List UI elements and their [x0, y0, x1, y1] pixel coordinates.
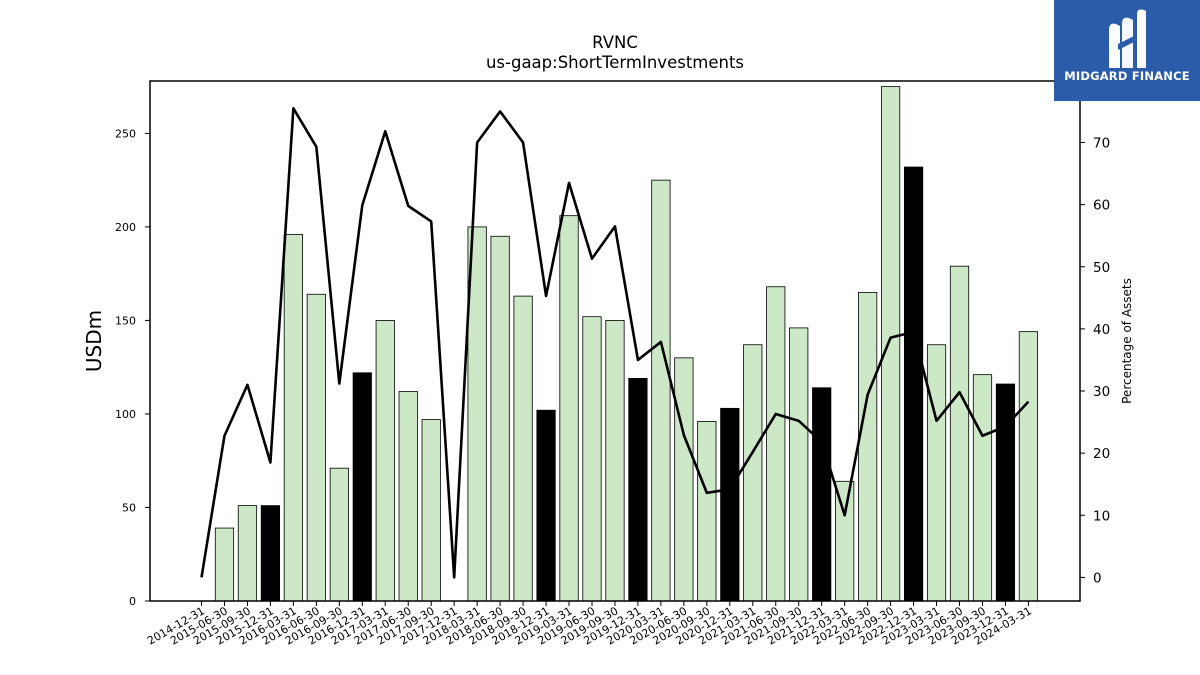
bar-2023-06-30 [949, 265, 970, 602]
y2-tick-label: 60 [1093, 198, 1110, 214]
y-axis-label: USDm [82, 310, 106, 372]
y2-tick-label: 10 [1093, 508, 1110, 524]
y-tick-label: 250 [115, 127, 136, 140]
bar-2021-12-31 [812, 387, 832, 602]
bar-2021-03-31 [743, 344, 763, 602]
y2-tick-label: 40 [1093, 322, 1110, 338]
bar-2019-12-31 [628, 378, 648, 602]
chart-subtitle: us-gaap:ShortTermInvestments [486, 53, 744, 72]
y2-tick-label: 50 [1093, 260, 1110, 276]
bar-2024-03-31 [1018, 331, 1039, 602]
bar-2020-09-30 [697, 421, 717, 602]
bar-2020-06-30 [674, 357, 694, 602]
bar-2021-09-30 [789, 327, 809, 602]
y-tick-label: 100 [115, 408, 136, 421]
bar-2021-06-30 [766, 286, 786, 602]
logo-text: MIDGARD FINANCE [1064, 69, 1190, 83]
bar-2018-06-30 [490, 235, 510, 602]
bar-2016-06-30 [306, 293, 326, 602]
bar-2017-03-31 [375, 320, 395, 602]
chart-title: RVNC [592, 33, 638, 52]
bar-2017-09-30 [421, 419, 441, 602]
y-tick-label: 50 [122, 501, 136, 514]
bar-2019-03-31 [559, 215, 579, 602]
percentage-line [200, 107, 1030, 579]
bar-2015-12-31 [260, 505, 281, 602]
bar-2019-09-30 [605, 320, 625, 602]
y2-tick-label: 20 [1093, 446, 1110, 462]
y-tick-label: 150 [115, 314, 136, 327]
y2-axis-label: Percentage of Assets [1120, 278, 1134, 404]
midgard-finance-logo: MIDGARD FINANCE [1054, 0, 1200, 101]
bar-2023-09-30 [972, 374, 993, 602]
bar-2015-09-30 [237, 505, 258, 602]
y-tick-label: 200 [115, 221, 136, 234]
bar-2022-06-30 [858, 291, 878, 602]
line-series [200, 107, 1030, 579]
bar-2020-03-31 [651, 179, 671, 602]
bar-2016-12-31 [352, 372, 372, 602]
bar-2023-12-31 [995, 383, 1016, 602]
bar-2022-12-31 [903, 166, 924, 602]
bar-2020-12-31 [720, 407, 740, 602]
y-tick-label: 0 [129, 595, 136, 608]
x-axis: 2014-12-312015-06-302015-09-302015-12-31… [145, 601, 1034, 648]
y2-tick-label: 70 [1093, 136, 1110, 152]
bar-2022-09-30 [881, 86, 901, 602]
bar-2016-09-30 [329, 467, 349, 602]
bar-2018-09-30 [513, 295, 533, 602]
y-axis-left: 0 50 100 150 200 250 [115, 127, 150, 608]
bar-2018-12-31 [536, 409, 556, 602]
y2-tick-label: 0 [1093, 570, 1102, 586]
logo-mark-icon [1109, 9, 1146, 68]
bar-2019-06-30 [582, 316, 602, 602]
bar-2022-03-31 [835, 480, 855, 602]
bar-2015-06-30 [214, 527, 235, 602]
y-axis-right: 0 10 20 30 40 50 60 70 [1080, 136, 1110, 586]
bar-2016-03-31 [283, 233, 303, 602]
bar-2023-03-31 [926, 344, 947, 602]
bar-2017-06-30 [398, 391, 418, 602]
bar-series [214, 86, 1039, 602]
y2-tick-label: 30 [1093, 384, 1110, 400]
